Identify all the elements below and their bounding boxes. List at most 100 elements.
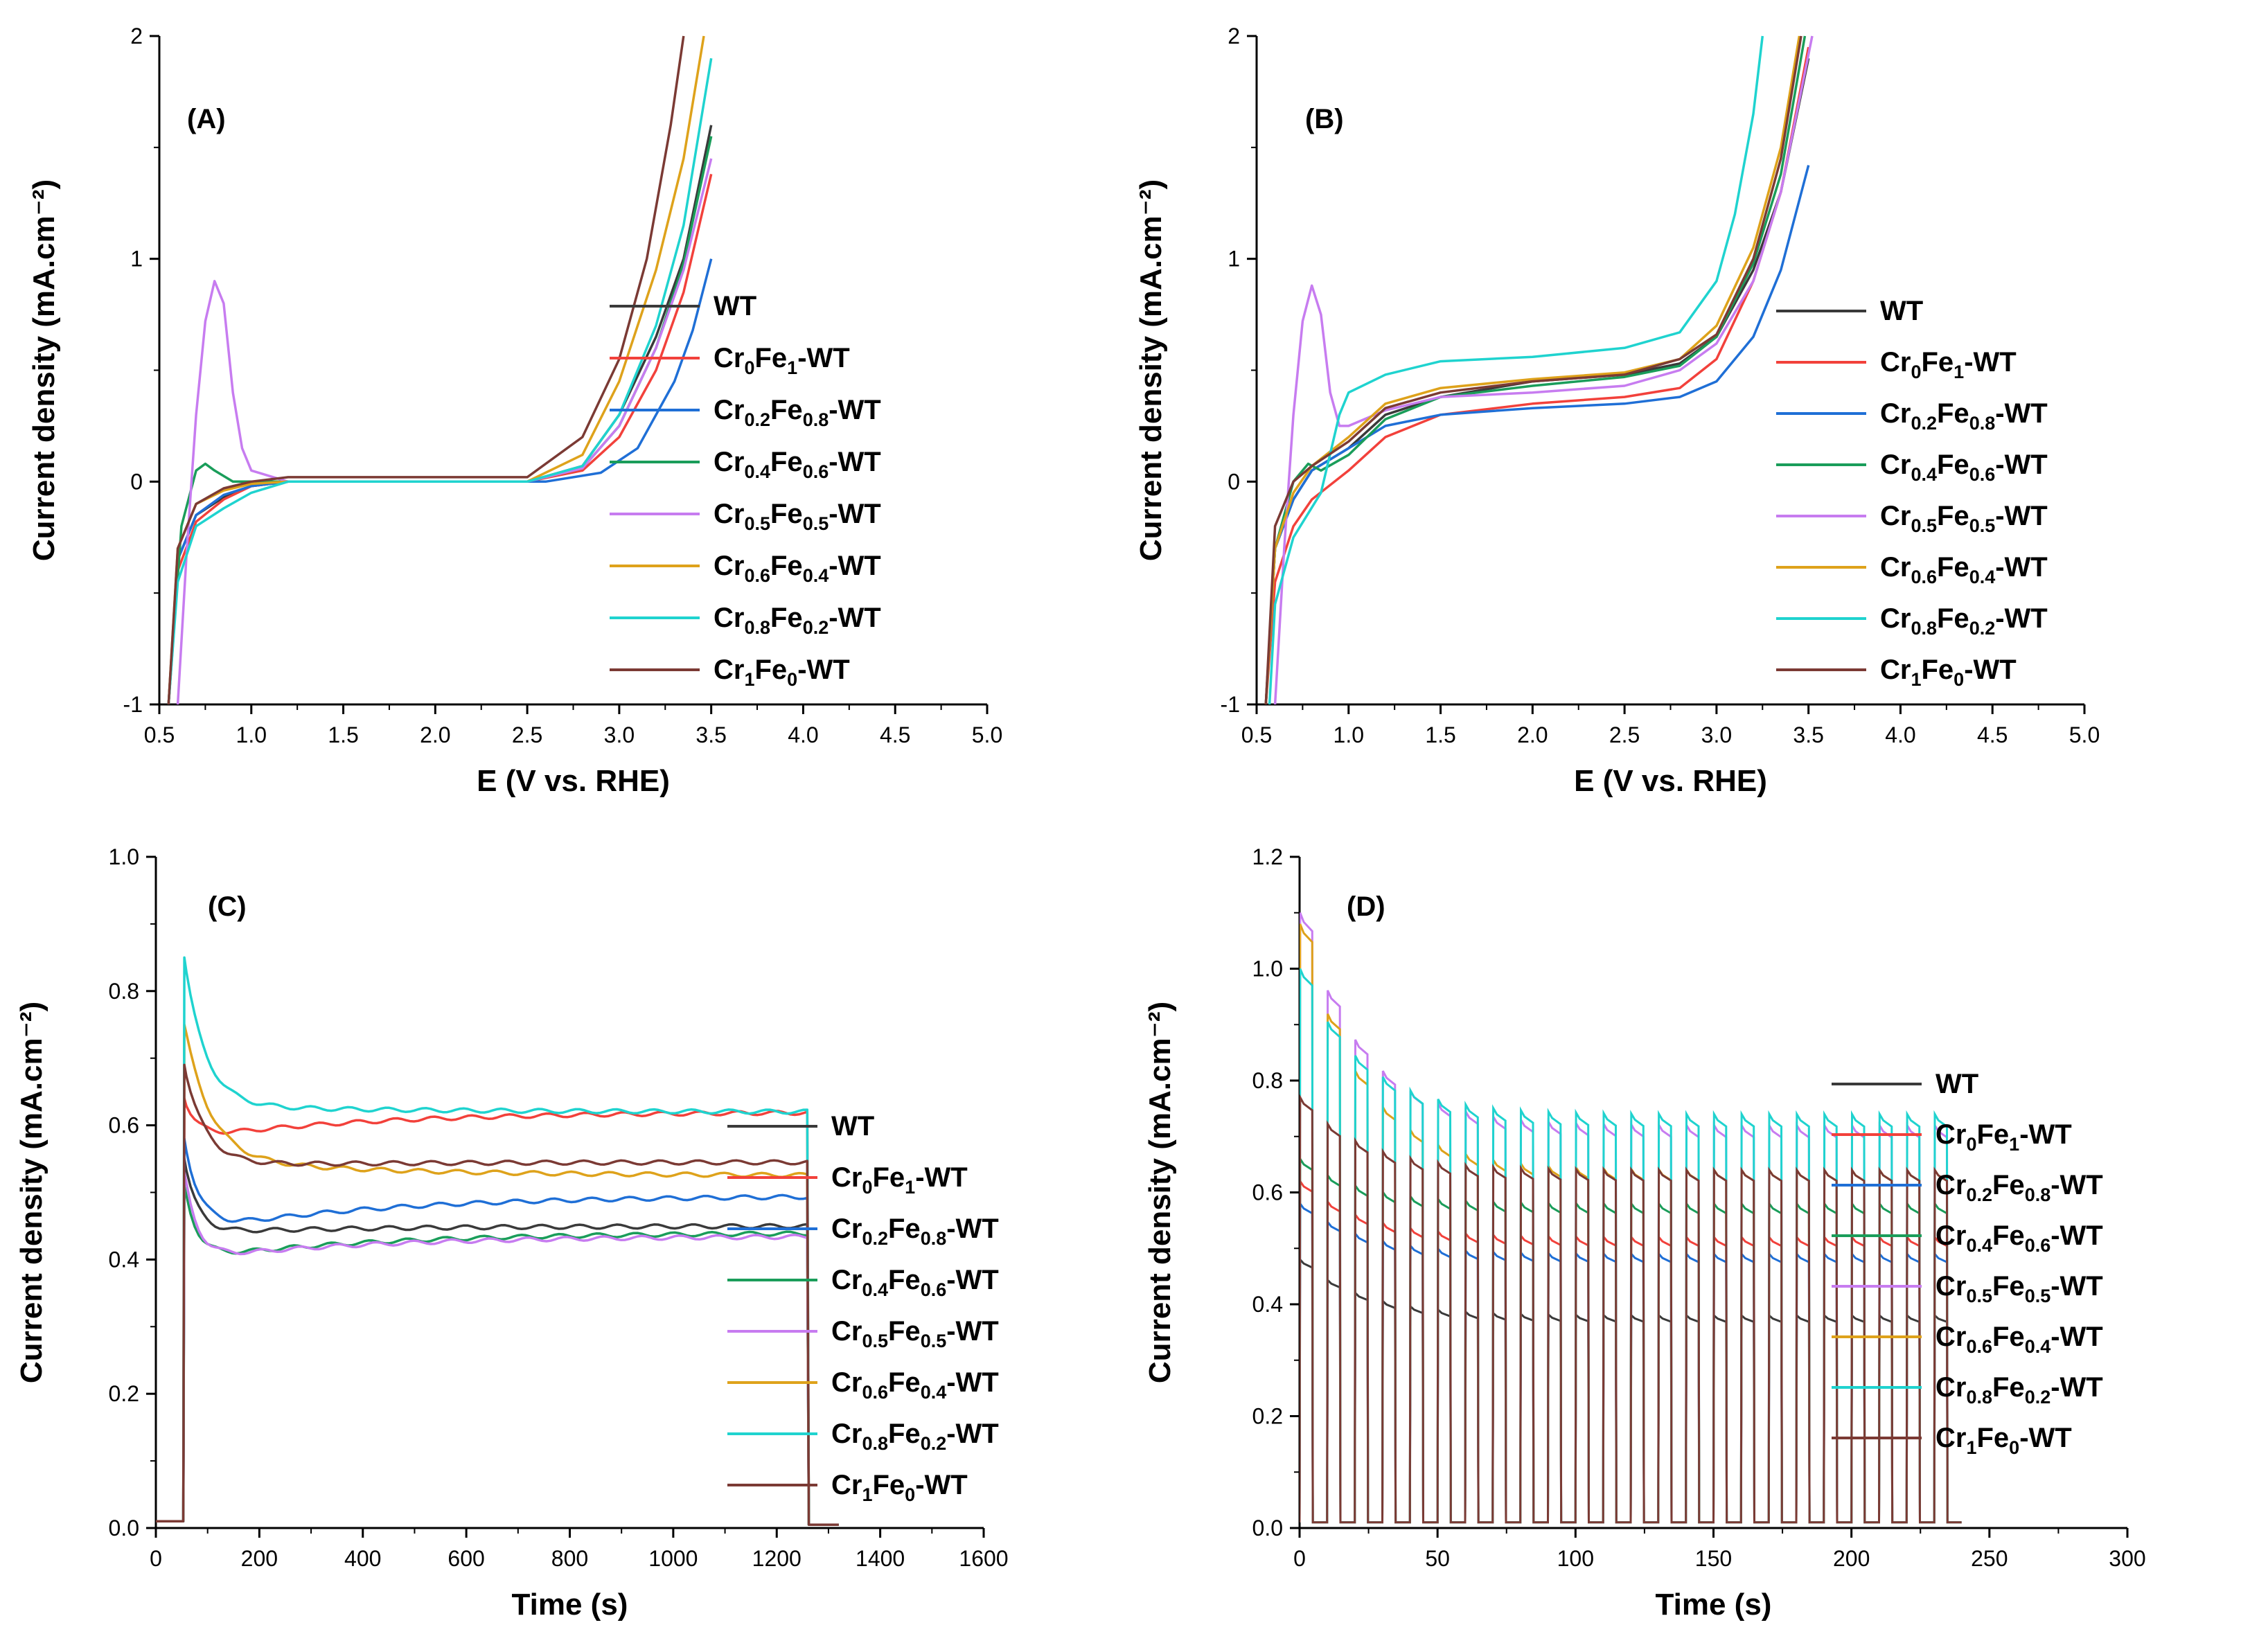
legend-label: Cr0.8Fe0.2-WT <box>1880 603 2048 639</box>
series-line <box>1264 35 1801 704</box>
x-tick-label: 3.5 <box>696 722 726 747</box>
chart-b: 0.5 1.0 1.5 2.0 2.5 3.0 3.5 4.0 4.5 5.0 -1 0 1 2 E (V … <box>1134 24 2100 798</box>
series-line <box>176 158 713 704</box>
legend-label: Cr0.6Fe0.4-WT <box>1935 1322 2103 1357</box>
panel-c: 0 200 400 600 800 1000 1200 1400 1600 0.0 0.2 0.4 0.… <box>0 826 1125 1651</box>
x-tick-label: 5.0 <box>2069 722 2100 747</box>
y-tick-label: 2 <box>130 24 143 48</box>
y-tick-label: 0 <box>1228 469 1240 494</box>
legend-label: Cr0.5Fe0.5-WT <box>1880 501 2048 536</box>
x-tick-label: 150 <box>1695 1546 1732 1571</box>
y-tick-label: 0.0 <box>109 1516 139 1540</box>
y-tick-label: -1 <box>1221 692 1240 717</box>
x-tick-label: 600 <box>448 1546 484 1571</box>
series-line <box>1268 35 1764 704</box>
x-axis-label: E (V vs. RHE) <box>477 764 670 798</box>
x-tick-label: 2.0 <box>420 722 450 747</box>
y-tick-label: 0.6 <box>109 1113 139 1138</box>
y-axis-label: Current density (mA.cm⁻²) <box>1143 1002 1177 1383</box>
legend-label: WT <box>714 291 756 321</box>
series-line <box>167 35 685 704</box>
y-axis-label: Current density (mA.cm⁻²) <box>1134 179 1168 561</box>
panel-a: 0.5 1.0 1.5 2.0 2.5 3.0 3.5 4.0 4.5 5.0 -1 0 1 2 E (V … <box>0 0 1125 826</box>
legend-label: Cr0Fe1-WT <box>831 1162 968 1198</box>
x-tick-label: 3.0 <box>1701 722 1732 747</box>
x-tick-label: 1.5 <box>328 722 358 747</box>
legend-label: Cr0Fe1-WT <box>1880 347 2017 382</box>
y-axis-label: Current density (mA.cm⁻²) <box>15 1002 48 1383</box>
legend-label: Cr0.5Fe0.5-WT <box>1935 1271 2103 1306</box>
series-line <box>156 1171 839 1526</box>
x-tick-label: 2.0 <box>1517 722 1548 747</box>
x-tick-label: 4.5 <box>880 722 910 747</box>
legend-label: WT <box>1880 296 1923 326</box>
x-axis-label: E (V vs. RHE) <box>1574 764 1767 798</box>
chart-d: 0 50 100 150 200 250 300 0.0 0.2 0.4 0.6 0.8 1.0 1.2 T… <box>1143 844 2146 1622</box>
x-tick-label: 4.0 <box>1885 722 1915 747</box>
chart-a: 0.5 1.0 1.5 2.0 2.5 3.0 3.5 4.0 4.5 5.0 -1 0 1 2 E (V … <box>27 24 1002 798</box>
legend-label: Cr0.4Fe0.6-WT <box>831 1265 999 1300</box>
legend-label: Cr0.2Fe0.8-WT <box>714 395 881 430</box>
series-line <box>1273 35 1814 704</box>
series-line <box>1264 35 1807 704</box>
y-tick-label: 0.4 <box>1252 1292 1283 1317</box>
y-tick-label: 1 <box>1228 247 1240 272</box>
legend-label: WT <box>1935 1069 1978 1099</box>
x-tick-label: 1.0 <box>1334 722 1364 747</box>
x-tick-label: 400 <box>344 1546 381 1571</box>
legend-label: Cr0.6Fe0.4-WT <box>1880 552 2048 587</box>
legend-label: Cr0.5Fe0.5-WT <box>831 1316 999 1351</box>
series-line <box>1264 46 1810 704</box>
y-tick-label: 2 <box>1228 24 1240 48</box>
series-line <box>1300 1094 1962 1524</box>
y-tick-label: 0.2 <box>1252 1404 1283 1429</box>
panel-label: (D) <box>1347 891 1385 922</box>
legend-label: Cr0.6Fe0.4-WT <box>831 1367 999 1403</box>
x-tick-label: 1600 <box>959 1546 1008 1571</box>
x-tick-label: 1200 <box>752 1546 801 1571</box>
x-tick-label: 300 <box>2109 1546 2145 1571</box>
x-tick-label: 2.5 <box>1609 722 1640 747</box>
legend-label: Cr0.8Fe0.2-WT <box>1935 1372 2103 1407</box>
x-tick-label: 800 <box>551 1546 588 1571</box>
y-tick-label: 0 <box>130 469 143 494</box>
x-tick-label: 1.0 <box>236 722 267 747</box>
legend-label: Cr0.8Fe0.2-WT <box>831 1419 999 1454</box>
x-tick-label: 1000 <box>648 1546 698 1571</box>
x-tick-label: 3.5 <box>1793 722 1823 747</box>
panel-b: 0.5 1.0 1.5 2.0 2.5 3.0 3.5 4.0 4.5 5.0 -1 0 1 2 E (V … <box>1125 0 2250 826</box>
x-axis-label: Time (s) <box>512 1588 628 1622</box>
legend-label: Cr0.4Fe0.6-WT <box>1935 1220 2103 1256</box>
panel-label: (C) <box>208 891 247 922</box>
panel-label: (A) <box>187 104 226 134</box>
legend-label: Cr0.4Fe0.6-WT <box>1880 450 2048 485</box>
x-tick-label: 200 <box>1833 1546 1870 1571</box>
legend-label: Cr0.4Fe0.6-WT <box>714 447 881 482</box>
series-line <box>1264 35 1802 704</box>
legend-label: Cr0.2Fe0.8-WT <box>831 1214 999 1249</box>
series-line <box>156 1184 839 1526</box>
x-tick-label: 4.0 <box>788 722 818 747</box>
chart-c: 0 200 400 600 800 1000 1200 1400 1600 0.0 0.2 0.4 0.… <box>15 844 1009 1622</box>
y-tick-label: 0.8 <box>109 979 139 1004</box>
legend-label: Cr0Fe1-WT <box>1935 1119 2072 1155</box>
x-tick-label: 50 <box>1425 1546 1450 1571</box>
x-tick-label: 5.0 <box>972 722 1002 747</box>
legend-label: Cr0.2Fe0.8-WT <box>1935 1170 2103 1205</box>
y-tick-label: 0.6 <box>1252 1180 1283 1205</box>
legend-label: Cr0Fe1-WT <box>714 343 850 378</box>
x-tick-label: 200 <box>241 1546 278 1571</box>
x-tick-label: 4.5 <box>1977 722 2008 747</box>
y-tick-label: 0.2 <box>109 1381 139 1406</box>
y-tick-label: 0.8 <box>1252 1068 1283 1093</box>
series-line <box>167 57 713 704</box>
series-line <box>1264 165 1810 704</box>
series-line <box>156 956 839 1526</box>
x-tick-label: 2.5 <box>512 722 542 747</box>
x-axis-label: Time (s) <box>1656 1588 1772 1622</box>
x-tick-label: 100 <box>1557 1546 1594 1571</box>
y-tick-label: -1 <box>123 692 143 717</box>
x-tick-label: 0 <box>150 1546 162 1571</box>
series-line <box>167 174 713 704</box>
series-line <box>156 1023 839 1526</box>
